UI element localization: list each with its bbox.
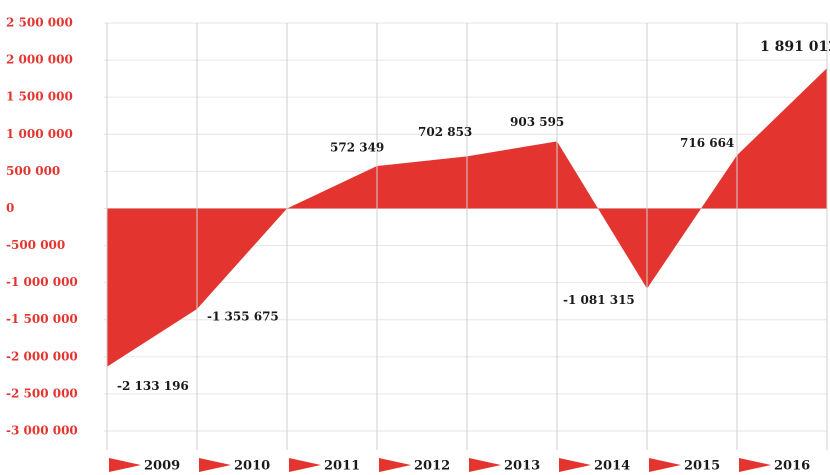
value-label: -1 355 675 <box>207 310 279 324</box>
y-tick-label: -2 500 000 <box>6 386 78 400</box>
year-flag <box>559 458 591 472</box>
value-label: -1 081 315 <box>563 293 635 307</box>
y-tick-label: 500 000 <box>6 164 60 178</box>
year-flag <box>289 458 321 472</box>
y-tick-label: -500 000 <box>6 238 65 252</box>
x-tick-label: 2016 <box>774 459 810 474</box>
y-tick-label: -1 000 000 <box>6 275 78 289</box>
year-flag <box>109 458 141 472</box>
year-flag <box>649 458 681 472</box>
y-tick-label: -1 500 000 <box>6 312 78 326</box>
x-tick-label: 2010 <box>234 459 270 474</box>
year-flag <box>469 458 501 472</box>
value-label: 572 349 <box>330 140 384 154</box>
value-label: 1 891 012 € <box>760 39 830 55</box>
y-tick-label: 1 500 000 <box>6 90 73 104</box>
x-tick-label: 2013 <box>504 459 540 474</box>
year-flag <box>199 458 231 472</box>
y-tick-label: -2 000 000 <box>6 349 78 363</box>
x-tick-label: 2009 <box>144 459 180 474</box>
y-tick-label: 2 000 000 <box>6 53 73 67</box>
y-tick-label: -3 000 000 <box>6 424 78 438</box>
year-flag <box>379 458 411 472</box>
value-label: 716 664 <box>680 136 734 150</box>
y-tick-label: 0 <box>6 201 14 215</box>
y-tick-label: 2 500 000 <box>6 16 73 30</box>
x-tick-label: 2012 <box>414 459 450 474</box>
y-tick-label: 1 000 000 <box>6 127 73 141</box>
value-label: 903 595 <box>510 115 564 129</box>
year-flag <box>739 458 771 472</box>
x-tick-label: 2015 <box>684 459 720 474</box>
area <box>107 68 827 367</box>
x-tick-label: 2014 <box>594 459 630 474</box>
x-tick-label: 2011 <box>324 459 360 474</box>
value-label: 702 853 <box>418 125 472 139</box>
value-label: -2 133 196 <box>117 379 189 393</box>
